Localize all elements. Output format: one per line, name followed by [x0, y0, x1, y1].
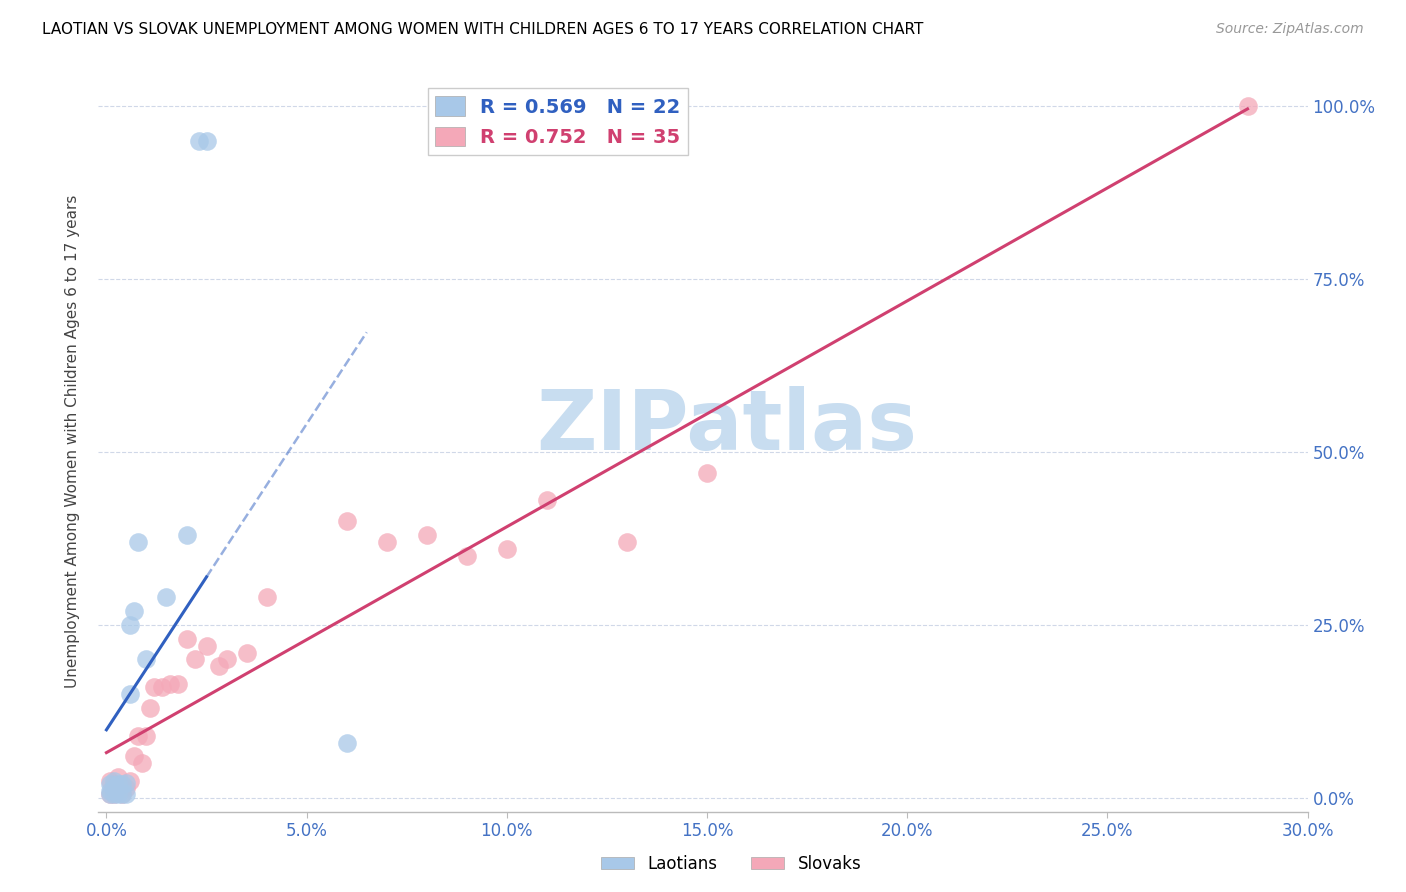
Legend: Laotians, Slovaks: Laotians, Slovaks	[595, 848, 868, 880]
Point	[107, 777, 129, 791]
Point	[456, 549, 478, 563]
Point	[100, 777, 122, 791]
Point	[155, 591, 177, 605]
Point	[100, 788, 122, 802]
Point	[115, 788, 138, 802]
Point	[111, 788, 134, 802]
Point	[183, 652, 205, 666]
Point	[207, 659, 229, 673]
Point	[131, 756, 153, 771]
Point	[103, 788, 125, 802]
Y-axis label: Unemployment Among Women with Children Ages 6 to 17 years: Unemployment Among Women with Children A…	[65, 194, 80, 689]
Point	[103, 777, 125, 791]
Point	[107, 788, 129, 802]
Point	[1236, 99, 1258, 113]
Point	[135, 652, 157, 666]
Point	[115, 775, 138, 789]
Point	[167, 676, 190, 690]
Point	[124, 604, 146, 618]
Point	[100, 784, 122, 798]
Point	[111, 777, 134, 791]
Point	[375, 534, 398, 549]
Point	[176, 528, 198, 542]
Point	[195, 134, 218, 148]
Point	[111, 788, 134, 802]
Point	[256, 591, 278, 605]
Point	[336, 735, 359, 749]
Point	[616, 534, 638, 549]
Point	[103, 780, 125, 795]
Point	[107, 770, 129, 784]
Point	[120, 618, 142, 632]
Point	[135, 729, 157, 743]
Point	[103, 788, 125, 802]
Point	[115, 780, 138, 795]
Text: ZIPatlas: ZIPatlas	[537, 386, 918, 467]
Point	[124, 749, 146, 764]
Point	[103, 773, 125, 788]
Point	[336, 514, 359, 528]
Point	[416, 528, 439, 542]
Point	[215, 652, 238, 666]
Point	[111, 780, 134, 795]
Point	[195, 639, 218, 653]
Point	[187, 134, 209, 148]
Point	[100, 773, 122, 788]
Text: LAOTIAN VS SLOVAK UNEMPLOYMENT AMONG WOMEN WITH CHILDREN AGES 6 TO 17 YEARS CORR: LAOTIAN VS SLOVAK UNEMPLOYMENT AMONG WOM…	[42, 22, 924, 37]
Point	[152, 680, 174, 694]
Point	[536, 493, 558, 508]
Point	[696, 466, 718, 480]
Point	[127, 534, 149, 549]
Point	[127, 729, 149, 743]
Point	[100, 788, 122, 802]
Point	[143, 680, 166, 694]
Point	[120, 773, 142, 788]
Point	[235, 646, 257, 660]
Point	[159, 676, 181, 690]
Point	[120, 687, 142, 701]
Legend: R = 0.569   N = 22, R = 0.752   N = 35: R = 0.569 N = 22, R = 0.752 N = 35	[427, 88, 688, 155]
Point	[139, 701, 162, 715]
Point	[107, 784, 129, 798]
Text: Source: ZipAtlas.com: Source: ZipAtlas.com	[1216, 22, 1364, 37]
Point	[495, 541, 517, 556]
Point	[176, 632, 198, 646]
